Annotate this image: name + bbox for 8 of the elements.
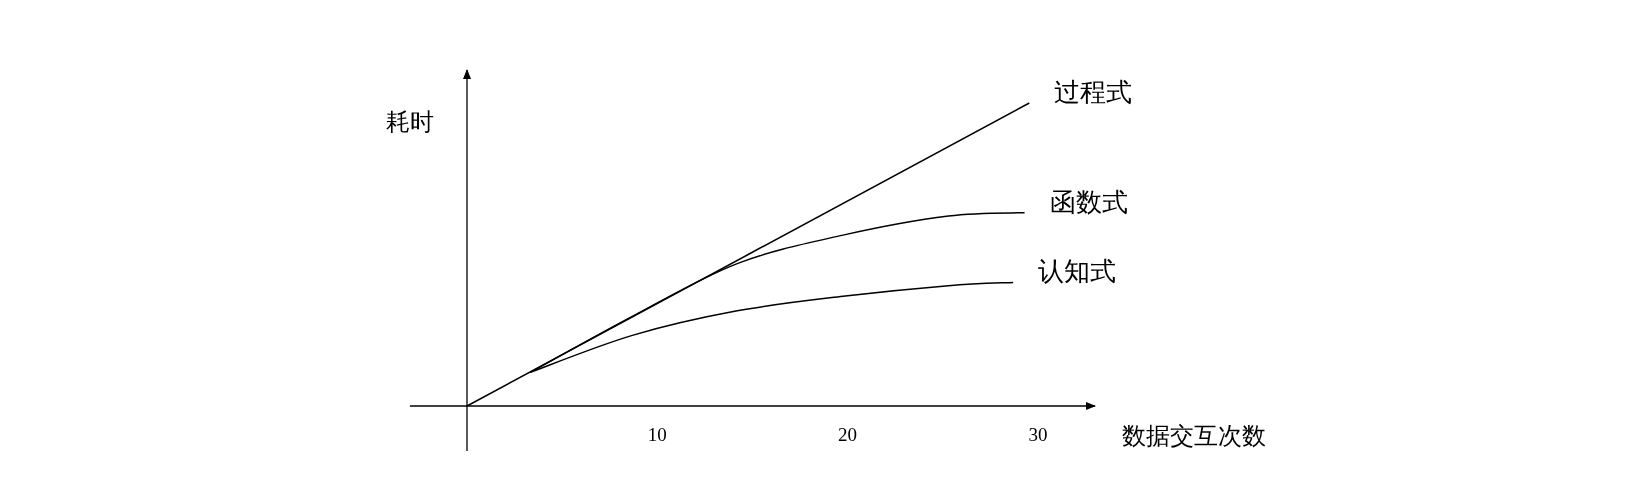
x-axis-title: 数据交互次数 [1122, 423, 1266, 449]
series-label: 认知式 [1038, 257, 1117, 287]
series-label: 函数式 [1049, 187, 1128, 217]
y-axis-title: 耗时 [386, 109, 434, 135]
x-tick-label: 30 [1028, 424, 1048, 445]
x-tick-label: 20 [838, 424, 858, 445]
x-tick-label: 10 [647, 424, 667, 445]
series-label: 过程式 [1054, 78, 1133, 107]
